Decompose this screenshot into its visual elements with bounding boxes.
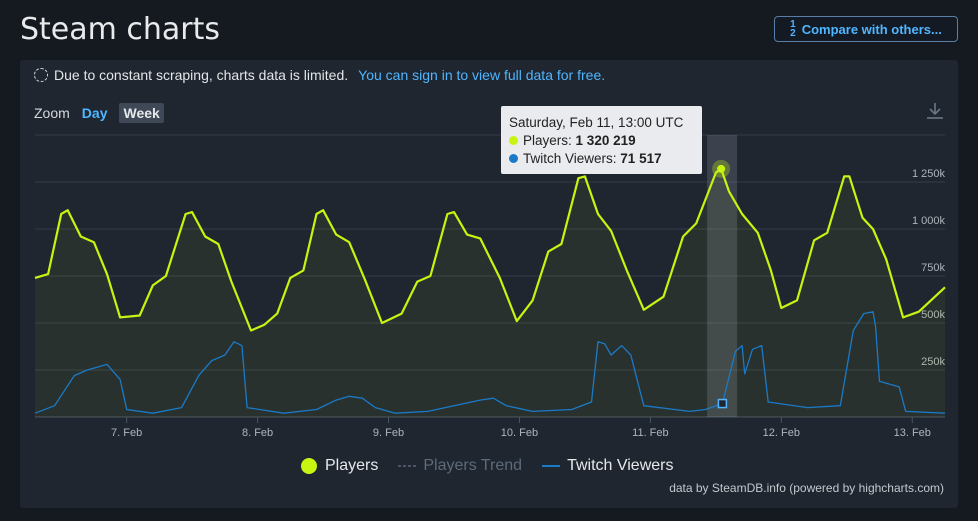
players-legend-icon — [301, 458, 317, 474]
tooltip-twitch-value: 71 517 — [620, 151, 662, 166]
tooltip-players-row: Players: 1 320 219 — [509, 132, 694, 150]
twitch-legend-icon — [542, 465, 561, 467]
y-tick-label: 500k — [921, 309, 945, 321]
tooltip-players-value: 1 320 219 — [575, 133, 636, 148]
legend-twitch-label: Twitch Viewers — [567, 457, 674, 474]
tooltip-twitch-label: Twitch Viewers: — [523, 151, 617, 166]
legend-trend-label: Players Trend — [423, 457, 523, 474]
tooltip-date: Saturday, Feb 11, 13:00 UTC — [509, 115, 684, 130]
players-dot-icon — [509, 136, 518, 145]
x-tick-label: 11. Feb — [632, 427, 669, 439]
players-hover-point — [717, 164, 726, 173]
dashed-circle-icon — [34, 68, 48, 82]
x-tick-label: 7. Feb — [111, 427, 142, 439]
chart-panel: Due to constant scraping, charts data is… — [20, 60, 958, 508]
legend-players-label: Players — [325, 457, 379, 474]
line-chart: 250k 500k 750k 1 000k 1 250k 7. Feb 8. Feb 9. F… — [34, 134, 946, 439]
notice-text: Due to constant scraping, charts data is… — [54, 67, 349, 83]
zoom-label: Zoom — [34, 105, 70, 121]
legend-players[interactable]: Players — [300, 457, 378, 475]
download-icon[interactable] — [924, 100, 946, 122]
tooltip-twitch-row: Twitch Viewers: 71 517 — [509, 150, 694, 168]
legend-twitch[interactable]: Twitch Viewers — [542, 457, 673, 475]
x-tick-label: 9. Feb — [373, 427, 404, 439]
x-tick-label: 8. Feb — [242, 427, 273, 439]
x-tick-label: 12. Feb — [763, 427, 800, 439]
zoom-week-button[interactable]: Week — [119, 103, 164, 123]
chart-credits: data by SteamDB.info (powered by highcha… — [669, 481, 944, 495]
y-tick-label: 1 000k — [912, 215, 946, 227]
twitch-hover-point — [717, 398, 728, 409]
x-tick-label: 13. Feb — [894, 427, 931, 439]
y-tick-label: 750k — [921, 262, 945, 274]
y-tick-label: 1 250k — [912, 168, 946, 180]
sign-in-link[interactable]: You can sign in to view full data for fr… — [358, 67, 606, 83]
data-limit-notice: Due to constant scraping, charts data is… — [34, 67, 605, 83]
tooltip-players-label: Players: — [523, 133, 572, 148]
twitch-dot-icon — [509, 154, 518, 163]
players-series-line — [34, 167, 946, 332]
twitch-series-line — [34, 311, 946, 414]
page-title: Steam charts — [20, 12, 221, 47]
trend-legend-icon — [398, 465, 417, 467]
chart-tooltip: Saturday, Feb 11, 13:00 UTC Players: 1 3… — [501, 106, 702, 174]
zoom-controls: Zoom Day Week — [34, 103, 164, 123]
y-tick-label: 250k — [921, 356, 945, 368]
x-tick-label: 10. Feb — [501, 427, 538, 439]
legend-players-trend[interactable]: Players Trend — [398, 457, 522, 475]
players-area — [35, 168, 945, 417]
zoom-day-button[interactable]: Day — [81, 105, 108, 121]
chart-legend: Players Players Trend Twitch Viewers — [300, 457, 673, 475]
compare-button-label: Compare with others... — [801, 21, 942, 37]
